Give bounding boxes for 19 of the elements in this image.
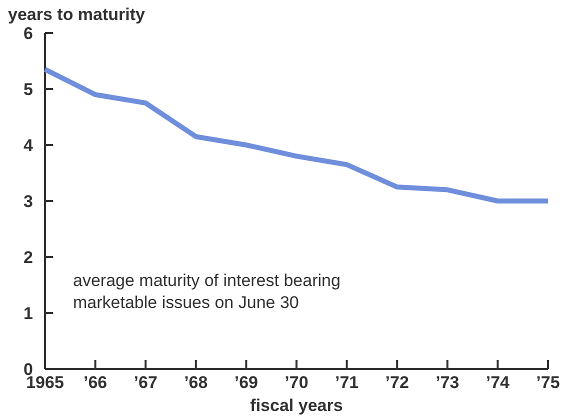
x-tick-label: ’66: [83, 373, 108, 392]
x-tick-label: ’67: [134, 373, 158, 392]
y-tick-label: 1: [24, 304, 33, 323]
y-tick-label: 3: [24, 192, 33, 211]
x-tick-label: ’70: [284, 373, 308, 392]
y-tick-label: 2: [24, 248, 33, 267]
y-tick-label: 4: [24, 136, 34, 155]
y-tick-label: 5: [24, 80, 33, 99]
annotation: average maturity of interest bearing marketable issues on June 30: [73, 271, 340, 312]
x-tick-label: ’71: [334, 373, 359, 392]
x-axis-title: fiscal years: [250, 396, 343, 415]
x-tick-label: ’72: [385, 373, 409, 392]
x-tick-label: ’68: [184, 373, 208, 392]
x-tick-label: ’75: [536, 373, 560, 392]
x-tick-label: ’74: [486, 373, 510, 392]
x-tick-label: ’73: [436, 373, 460, 392]
x-tick-label: ’69: [234, 373, 258, 392]
y-axis-title: years to maturity: [8, 5, 146, 24]
y-tick-label: 6: [24, 24, 33, 43]
